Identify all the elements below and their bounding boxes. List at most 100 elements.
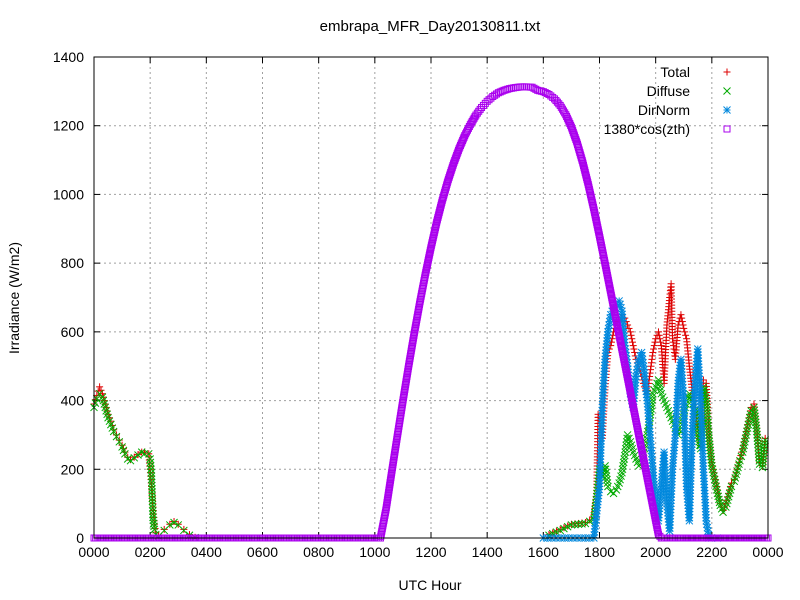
data-point xyxy=(569,128,577,136)
data-point xyxy=(760,448,768,457)
data-point xyxy=(109,427,118,436)
data-point xyxy=(604,482,612,491)
data-point xyxy=(629,342,637,350)
y-tick-label: 1400 xyxy=(53,49,84,65)
data-point xyxy=(706,449,715,458)
y-tick-label: 0 xyxy=(76,530,84,546)
data-point xyxy=(147,475,156,484)
data-point xyxy=(621,444,630,453)
x-tick-label: 0800 xyxy=(303,544,334,560)
data-point xyxy=(148,481,156,490)
data-point xyxy=(112,432,121,441)
data-point xyxy=(147,465,155,474)
legend-marker xyxy=(723,87,731,95)
data-point xyxy=(146,455,155,463)
data-point xyxy=(121,449,129,458)
data-point xyxy=(754,443,763,452)
data-point xyxy=(543,90,551,98)
data-point xyxy=(103,407,111,415)
data-point xyxy=(719,508,727,517)
x-tick-label: 1600 xyxy=(528,544,559,560)
data-point xyxy=(150,522,158,531)
legend: Total Diffuse DirNorm 1380*cos(zth) xyxy=(604,64,731,137)
data-point xyxy=(627,331,635,339)
x-tick-label: 1200 xyxy=(415,544,446,560)
data-point xyxy=(678,314,686,322)
x-tick-label: 1800 xyxy=(584,544,615,560)
data-point xyxy=(566,120,574,128)
y-tick-label: 600 xyxy=(61,324,85,340)
data-point xyxy=(714,492,723,501)
data-point xyxy=(99,393,107,401)
data-point xyxy=(571,520,579,529)
data-point xyxy=(603,479,612,487)
data-point xyxy=(657,338,665,346)
data-point xyxy=(650,342,658,350)
data-point xyxy=(704,431,713,440)
data-point xyxy=(726,486,734,494)
data-point xyxy=(758,463,767,472)
data-point xyxy=(562,111,570,119)
data-point xyxy=(723,496,731,504)
data-point xyxy=(602,472,611,481)
data-point xyxy=(707,455,716,464)
data-point xyxy=(705,437,714,446)
data-point xyxy=(679,321,687,329)
data-point xyxy=(134,451,142,459)
data-point xyxy=(602,468,610,477)
x-tick-label: 1400 xyxy=(472,544,503,560)
data-point xyxy=(622,437,631,446)
data-point xyxy=(737,452,746,461)
x-tick-label: 0000 xyxy=(752,544,783,560)
data-point xyxy=(571,134,579,142)
data-point xyxy=(149,510,157,519)
data-point xyxy=(147,478,156,487)
data-point xyxy=(564,116,572,124)
x-axis-label: UTC Hour xyxy=(398,577,461,593)
data-point xyxy=(706,443,714,452)
data-point xyxy=(96,383,104,391)
data-point xyxy=(170,518,178,527)
series-2 xyxy=(539,297,722,542)
data-point xyxy=(759,457,767,466)
data-point xyxy=(563,114,571,122)
legend-marker xyxy=(723,125,731,133)
data-point xyxy=(677,311,685,319)
data-point xyxy=(703,415,712,424)
legend-label: DirNorm xyxy=(638,102,690,118)
data-point xyxy=(147,468,156,477)
data-point xyxy=(707,458,716,467)
y-tick-label: 400 xyxy=(61,393,85,409)
data-point xyxy=(680,324,688,332)
data-point xyxy=(722,500,730,508)
data-point xyxy=(649,348,657,356)
data-point xyxy=(150,525,159,534)
data-point xyxy=(703,406,711,414)
data-point xyxy=(715,495,723,504)
data-point xyxy=(725,489,733,497)
data-point xyxy=(104,410,112,418)
data-point xyxy=(752,424,761,433)
legend-label: Total xyxy=(660,64,690,80)
data-point xyxy=(170,518,178,526)
data-point xyxy=(702,403,711,411)
x-tick-label: 1000 xyxy=(359,544,390,560)
data-point xyxy=(567,121,575,129)
data-point xyxy=(703,409,712,418)
data-point xyxy=(115,437,124,446)
data-point xyxy=(760,442,769,451)
data-point xyxy=(706,446,715,455)
data-point xyxy=(148,504,157,512)
x-tick-label: 0600 xyxy=(247,544,278,560)
y-tick-label: 200 xyxy=(61,461,85,477)
data-point xyxy=(705,434,713,443)
data-point xyxy=(180,526,188,535)
data-point xyxy=(560,524,568,533)
data-point xyxy=(567,123,575,131)
data-point xyxy=(101,400,109,408)
data-point xyxy=(148,484,156,493)
data-point xyxy=(102,403,110,411)
data-point xyxy=(678,318,686,326)
x-tick-label: 0000 xyxy=(78,544,109,560)
data-point xyxy=(626,328,634,336)
